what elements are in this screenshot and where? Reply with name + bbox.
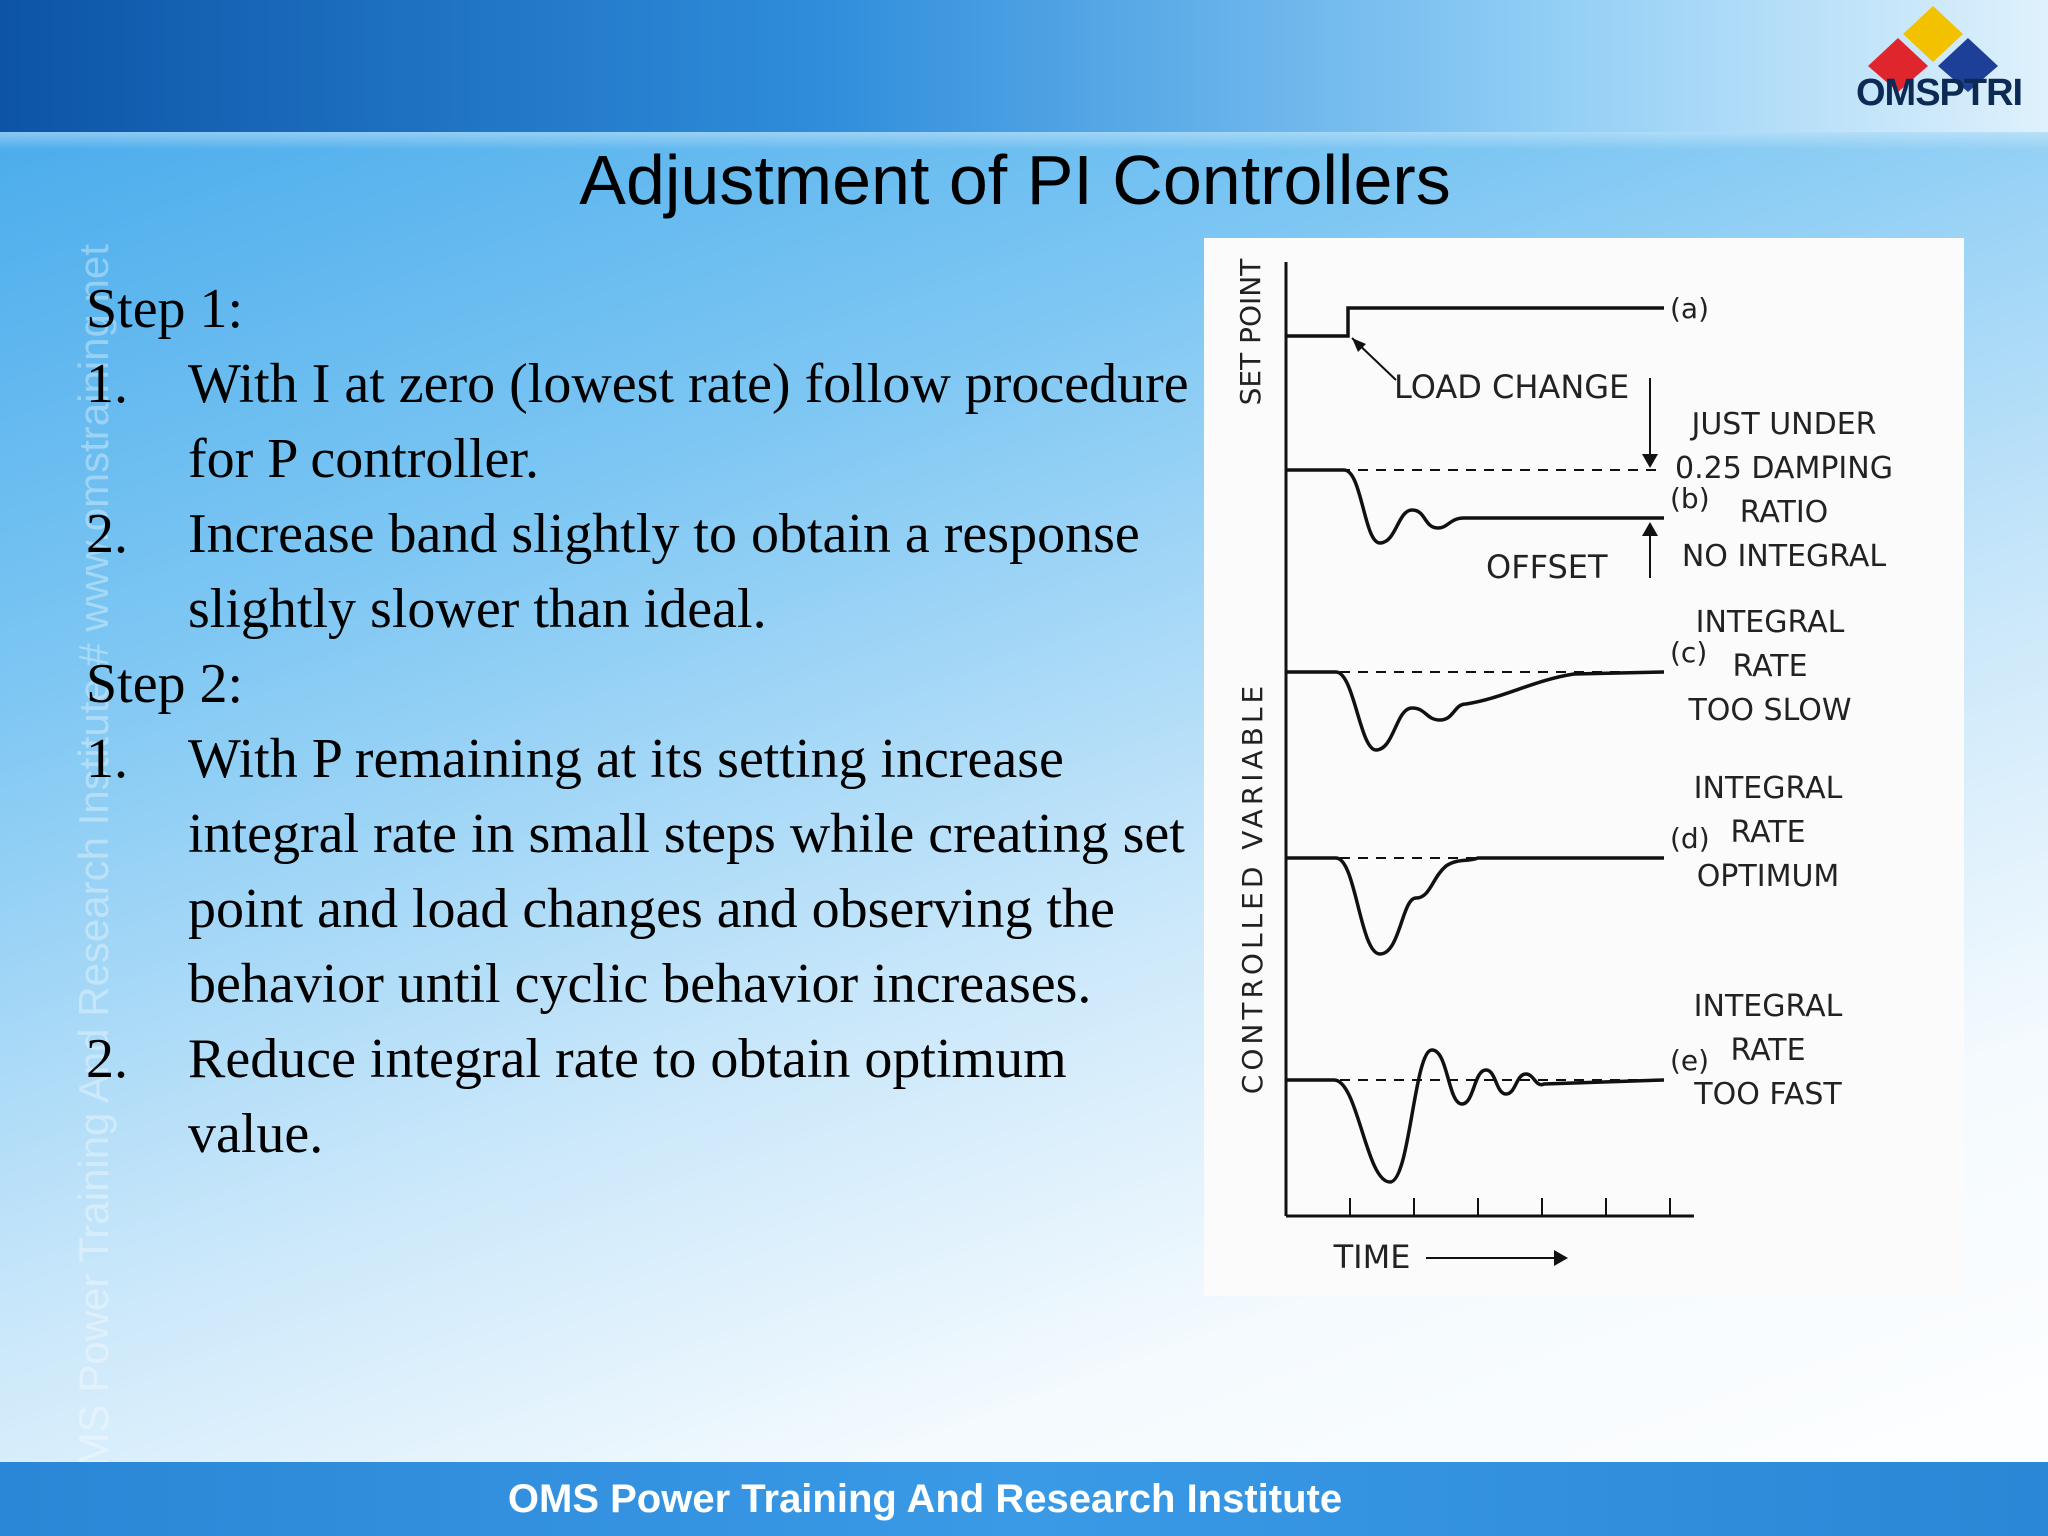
curve-e-id: (e) xyxy=(1670,1044,1709,1077)
footer-bar: OMS Power Training And Research Institut… xyxy=(0,1462,2048,1536)
item-text: With I at zero (lowest rate) follow proc… xyxy=(188,353,1189,490)
curve-d-caption-1: INTEGRAL xyxy=(1694,771,1843,806)
offset-arrowhead-down-icon xyxy=(1642,454,1658,468)
step-2-label: Step 2: xyxy=(86,653,244,715)
item-text: Reduce integral rate to obtain optimum v… xyxy=(188,1028,1067,1165)
curve-c-caption-1: INTEGRAL xyxy=(1696,605,1845,640)
curve-c-caption-2: RATE xyxy=(1732,649,1807,684)
controlled-variable-label: CONTROLLED VARIABLE xyxy=(1236,682,1269,1094)
curve-b-caption-1: JUST UNDER xyxy=(1689,407,1876,442)
step-2-item-2: 2. Reduce integral rate to obtain optimu… xyxy=(86,1022,1196,1172)
curve-d xyxy=(1286,856,1664,956)
response-curves-diagram: SET POINT CONTROLLED VARIABLE TIME (a) L… xyxy=(1234,258,1893,1276)
curve-a-id: (a) xyxy=(1670,292,1709,325)
omsptri-logo-icon xyxy=(1868,6,1998,92)
logo-text: OMSPTRI xyxy=(1856,72,2023,114)
item-text: Increase band slightly to obtain a respo… xyxy=(188,503,1140,640)
curve-b-id: (b) xyxy=(1670,482,1710,515)
load-change-label: LOAD CHANGE xyxy=(1394,368,1629,406)
step-2-item-1: 1. With P remaining at its setting incre… xyxy=(86,722,1196,1022)
curve-b-caption-4: NO INTEGRAL xyxy=(1682,539,1887,574)
curve-e-caption-2: RATE xyxy=(1730,1033,1805,1068)
pi-response-figure: SET POINT CONTROLLED VARIABLE TIME (a) L… xyxy=(1204,238,1964,1296)
curve-c xyxy=(1286,670,1665,752)
time-label: TIME xyxy=(1333,1238,1411,1276)
load-change-arrowhead-icon xyxy=(1352,338,1366,352)
curve-b-caption-2: 0.25 DAMPING xyxy=(1675,451,1893,486)
item-number: 1. xyxy=(86,353,128,415)
curve-d-id: (d) xyxy=(1670,822,1710,855)
step-1-item-2: 2. Increase band slightly to obtain a re… xyxy=(86,497,1196,647)
time-arrowhead-icon xyxy=(1554,1250,1568,1266)
slide-title: Adjustment of PI Controllers xyxy=(579,141,1451,219)
steps-content: Step 1: 1. With I at zero (lowest rate) … xyxy=(86,272,1196,1172)
curve-b xyxy=(1286,468,1664,545)
curve-d-caption-2: RATE xyxy=(1730,815,1805,850)
item-number: 1. xyxy=(86,728,128,790)
curve-c-caption-3: TOO SLOW xyxy=(1687,693,1851,728)
curve-e-caption-1: INTEGRAL xyxy=(1694,989,1843,1024)
header-bar xyxy=(0,0,2048,132)
curve-c-id: (c) xyxy=(1670,636,1707,669)
step-1-item-1: 1. With I at zero (lowest rate) follow p… xyxy=(86,347,1196,497)
offset-arrowhead-up-icon xyxy=(1642,522,1658,536)
curve-e-caption-3: TOO FAST xyxy=(1693,1077,1842,1112)
offset-label: OFFSET xyxy=(1486,548,1608,586)
curve-a xyxy=(1286,306,1664,338)
x-axis-ticks xyxy=(1349,1198,1671,1216)
item-number: 2. xyxy=(86,503,128,565)
footer-text: OMS Power Training And Research Institut… xyxy=(507,1477,1343,1521)
curve-d-caption-3: OPTIMUM xyxy=(1697,859,1840,894)
curve-e xyxy=(1286,1048,1665,1184)
set-point-label: SET POINT xyxy=(1234,258,1267,406)
curve-b-caption-3: RATIO xyxy=(1740,495,1829,530)
item-number: 2. xyxy=(86,1028,128,1090)
item-text: With P remaining at its setting increase… xyxy=(188,728,1185,1015)
step-1-label: Step 1: xyxy=(86,278,244,340)
header-fade xyxy=(0,132,2048,150)
